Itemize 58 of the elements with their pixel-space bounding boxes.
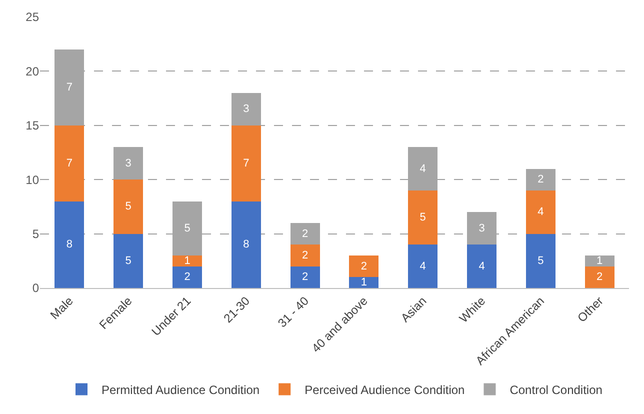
bar — [231, 125, 261, 202]
data-label: 3 — [478, 222, 485, 234]
data-label: 1 — [184, 254, 190, 267]
data-label: 5 — [125, 200, 132, 213]
x-tick-label: 31 - 40 — [275, 294, 312, 330]
data-label: 2 — [538, 174, 544, 186]
data-label: 4 — [420, 162, 426, 175]
legend-label: Perceived Audience Condition — [304, 382, 465, 397]
y-tick-label: 25 — [26, 10, 40, 24]
bar — [114, 180, 144, 234]
y-tick-label: 5 — [32, 227, 40, 241]
data-label: 4 — [538, 206, 544, 218]
bar — [349, 277, 379, 288]
bar — [526, 190, 556, 234]
bar — [467, 244, 496, 288]
data-label: 5 — [184, 222, 190, 234]
bar — [290, 244, 320, 266]
data-label: 3 — [125, 157, 132, 170]
data-label: 4 — [420, 260, 426, 272]
bar — [290, 266, 320, 288]
data-label: 5 — [420, 212, 426, 224]
data-label: 7 — [66, 157, 73, 170]
data-label: 8 — [243, 238, 250, 251]
legend-label: Permitted Audience Condition — [102, 382, 260, 397]
data-label: 2 — [360, 260, 368, 272]
data-label: 5 — [125, 254, 132, 267]
bar — [584, 255, 614, 266]
data-label: 2 — [302, 249, 308, 262]
bar — [526, 234, 556, 288]
bar — [408, 244, 438, 288]
data-label: 2 — [184, 271, 190, 284]
data-label: 7 — [243, 157, 250, 170]
y-tick-label: 10 — [26, 172, 40, 187]
bar — [231, 201, 261, 288]
bar — [526, 168, 556, 190]
bar — [54, 125, 84, 202]
y-tick-label: 15 — [26, 118, 40, 133]
bar — [54, 201, 84, 288]
legend-label: Control Condition — [510, 382, 602, 397]
bar — [172, 255, 202, 266]
data-label: 2 — [596, 271, 603, 284]
y-tick-label: 20 — [26, 64, 40, 78]
bar — [408, 190, 438, 245]
bar — [172, 266, 202, 288]
bar — [349, 255, 379, 278]
data-label: 8 — [66, 238, 73, 251]
bar — [584, 266, 614, 288]
data-label: 1 — [360, 276, 368, 289]
data-label: 1 — [596, 254, 603, 267]
bar — [114, 234, 144, 288]
data-label: 4 — [478, 260, 485, 272]
data-label: 2 — [302, 271, 308, 284]
data-label: 3 — [243, 103, 250, 116]
data-label: 2 — [302, 228, 308, 240]
y-tick-label: 0 — [32, 281, 40, 296]
data-label: 5 — [538, 254, 544, 267]
bar — [290, 222, 320, 245]
data-label: 7 — [66, 81, 73, 94]
